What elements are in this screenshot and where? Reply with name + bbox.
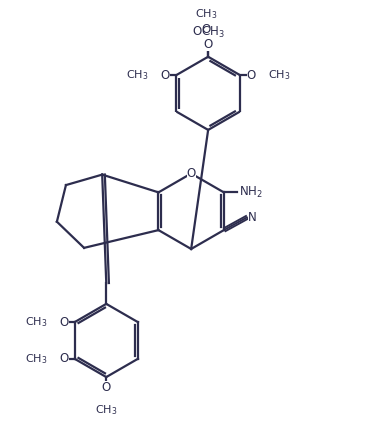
- Text: O: O: [59, 352, 69, 365]
- Text: CH$_3$: CH$_3$: [195, 7, 217, 21]
- Text: NH$_2$: NH$_2$: [239, 185, 263, 200]
- Text: CH$_3$: CH$_3$: [95, 403, 118, 417]
- Text: CH$_3$: CH$_3$: [126, 68, 148, 82]
- Text: O: O: [204, 38, 213, 51]
- Text: O: O: [201, 23, 211, 36]
- Text: CH$_3$: CH$_3$: [268, 68, 290, 82]
- Text: O: O: [187, 167, 196, 180]
- Text: CH$_3$: CH$_3$: [25, 315, 47, 329]
- Text: O: O: [59, 316, 69, 329]
- Text: CH$_3$: CH$_3$: [25, 352, 47, 366]
- Text: OCH$_3$: OCH$_3$: [192, 25, 224, 40]
- Text: O: O: [161, 68, 170, 81]
- Text: O: O: [246, 68, 256, 81]
- Text: O: O: [102, 381, 111, 394]
- Text: N: N: [248, 211, 256, 224]
